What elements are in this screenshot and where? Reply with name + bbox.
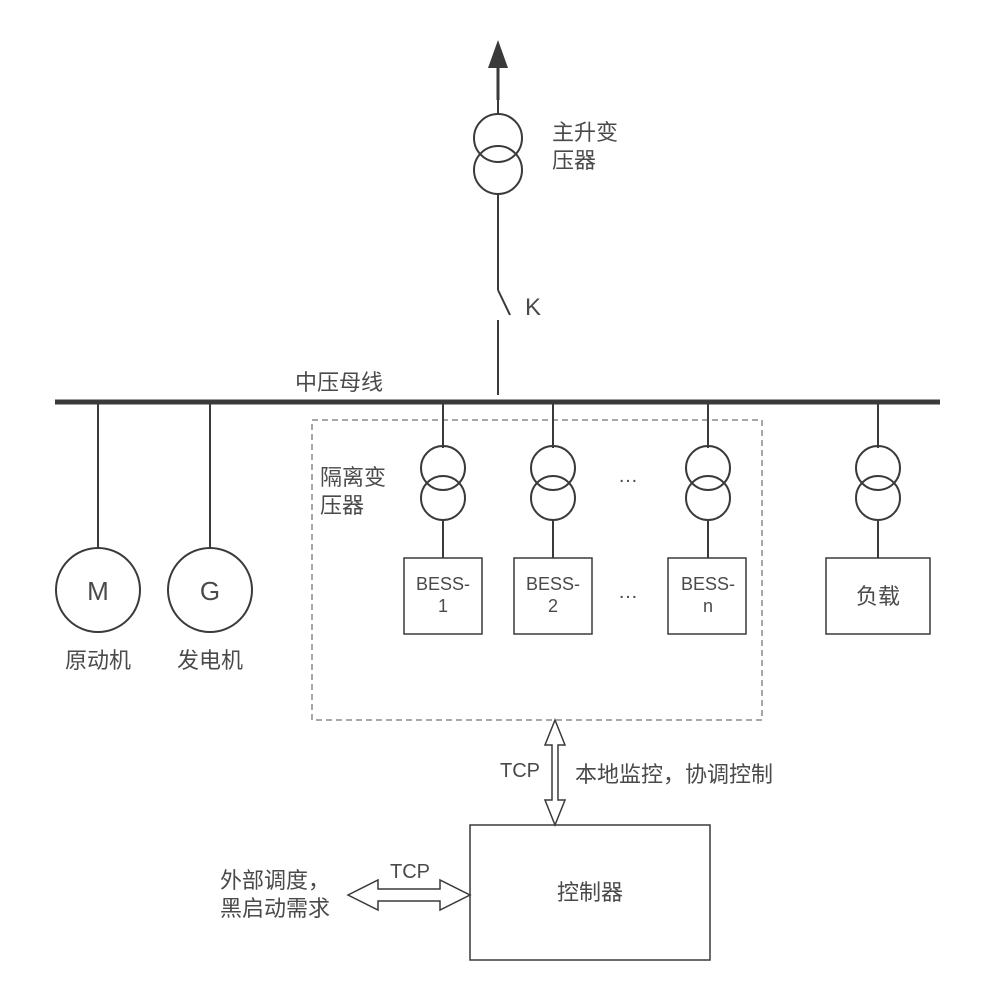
electrical-diagram: 主升变 压器 K 中压母线 M 原动机 G 发电机 隔离变 压器 BESS- 1 [0, 0, 997, 1000]
output-arrow [488, 40, 508, 100]
generator-label: 发电机 [177, 648, 243, 673]
bess-n-label-l1: BESS- [681, 574, 735, 594]
switch-label: K [525, 294, 541, 321]
local-monitor-label: 本地监控，协调控制 [575, 762, 773, 787]
bess-n-branch: BESS- n [668, 404, 746, 634]
main-transformer-label-l2: 压器 [552, 148, 596, 173]
controller-label: 控制器 [557, 880, 623, 905]
bess-1-label-l1: BESS- [416, 574, 470, 594]
generator-letter: G [200, 576, 220, 606]
bess-n-label-l2: n [703, 596, 713, 616]
bess-2-label-l2: 2 [548, 596, 558, 616]
main-transformer-label-l1: 主升变 [552, 120, 618, 145]
load-branch: 负载 [826, 404, 930, 634]
main-transformer [474, 100, 522, 280]
generator: G [168, 404, 252, 632]
bess-2-label-l1: BESS- [526, 574, 580, 594]
tcp-vertical-label: TCP [500, 760, 540, 782]
bess-1-branch: BESS- 1 [404, 404, 482, 634]
external-label-l2: 黑启动需求 [220, 896, 330, 921]
ellipsis-transformers: … [618, 465, 638, 487]
external-label-l1: 外部调度， [220, 868, 330, 893]
prime-mover: M [56, 404, 140, 632]
tcp-horizontal-arrow [348, 880, 470, 910]
prime-mover-label: 原动机 [65, 648, 131, 673]
isolation-transformer-label-l2: 压器 [320, 493, 364, 518]
bess-1-label-l2: 1 [438, 596, 448, 616]
tcp-horizontal-label: TCP [390, 861, 430, 883]
switch-k [498, 280, 510, 395]
ellipsis-boxes: … [618, 581, 638, 603]
prime-mover-letter: M [87, 576, 109, 606]
bess-2-branch: BESS- 2 [514, 404, 592, 634]
busbar-label: 中压母线 [295, 370, 383, 395]
tcp-vertical-arrow [545, 720, 565, 825]
load-label: 负载 [856, 584, 900, 609]
isolation-transformer-label-l1: 隔离变 [320, 465, 386, 490]
